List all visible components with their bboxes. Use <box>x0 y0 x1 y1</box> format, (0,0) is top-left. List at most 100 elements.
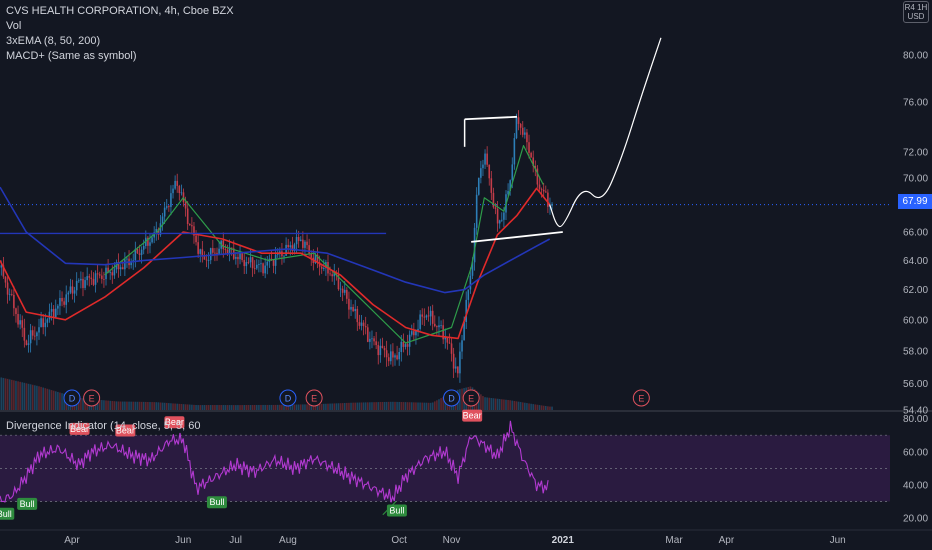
marker-circle <box>279 389 297 407</box>
volume-bar <box>381 401 384 410</box>
candle-body <box>155 228 158 233</box>
candle-body <box>507 191 509 195</box>
volume-bar <box>241 405 243 410</box>
volume-bar <box>174 403 176 410</box>
earnings-marker: E <box>83 389 101 407</box>
volume-bar <box>490 397 493 410</box>
candle-body <box>54 308 57 318</box>
candle-body <box>287 244 290 248</box>
candle-body <box>94 273 97 285</box>
volume-bar <box>220 405 222 410</box>
volume-bar <box>327 403 329 410</box>
volume-bar <box>182 404 185 410</box>
volume-bar <box>258 404 260 410</box>
volume-bar <box>339 403 342 410</box>
label-box <box>206 496 227 509</box>
candle-body <box>46 319 49 323</box>
candle-body <box>306 241 308 246</box>
candle-body <box>329 273 331 275</box>
volume-bar <box>513 400 516 410</box>
candle-body <box>450 343 453 354</box>
candle-body <box>203 255 206 260</box>
volume-bar <box>77 397 80 410</box>
candle-body <box>136 248 139 254</box>
volume-bar <box>274 404 277 410</box>
candle-body <box>4 276 7 283</box>
volume-bar <box>17 381 19 410</box>
bear-label: Bear <box>115 424 136 437</box>
candle-body <box>224 249 227 250</box>
volume-bar <box>544 406 547 410</box>
currency-label: USD <box>907 12 925 21</box>
candle-body <box>337 274 340 290</box>
candle-body <box>191 225 193 227</box>
candle-body <box>92 279 95 285</box>
volume-bar <box>419 402 421 410</box>
volume-bar <box>492 398 495 410</box>
candle-body <box>119 267 122 270</box>
volume-bar <box>172 403 174 410</box>
candle-body <box>304 241 306 248</box>
indicator-macd[interactable]: MACD+ (Same as symbol) <box>6 50 137 62</box>
rsi-legend[interactable]: Divergence Indicator (14, close, 5, 5, 6… <box>6 420 201 432</box>
candle-body <box>264 265 266 274</box>
indicator-vol[interactable]: Vol <box>6 20 22 32</box>
candle-body <box>260 263 262 265</box>
candle-body <box>197 242 199 254</box>
marker-label: E <box>311 394 317 404</box>
candle-body <box>295 236 298 245</box>
volume-bar <box>178 403 181 410</box>
volume-bar <box>272 404 275 410</box>
candle-body <box>31 330 34 336</box>
candle-body <box>461 340 463 352</box>
candle-body <box>186 208 189 224</box>
currency-badge[interactable]: R4 1H USD <box>903 1 929 23</box>
volume-bar <box>285 404 287 410</box>
bear-label: Bear <box>69 422 90 435</box>
time-tick-label: Jun <box>830 535 846 546</box>
label-text: Bear <box>116 426 135 436</box>
volume-bar <box>410 402 413 410</box>
candle-body <box>521 127 524 135</box>
candle-body <box>0 265 3 268</box>
candle-body <box>98 274 101 276</box>
candle-body <box>360 322 363 326</box>
candle-body <box>387 357 390 362</box>
volume-bar <box>276 404 279 410</box>
volume-bar <box>350 402 352 410</box>
last-price-label: 67.99 <box>898 194 932 209</box>
volume-bar <box>505 399 507 410</box>
volume-bar <box>13 380 15 410</box>
marker-circle <box>83 389 101 407</box>
volume-bar <box>52 390 55 410</box>
indicator-ema[interactable]: 3xEMA (8, 50, 200) <box>6 35 101 47</box>
volume-bar <box>507 400 509 410</box>
candle-body <box>2 265 5 277</box>
candle-body <box>184 202 187 209</box>
candle-body <box>526 132 528 143</box>
candle-body <box>538 184 541 189</box>
candle-body <box>433 323 436 327</box>
candle-body <box>258 264 260 265</box>
candle-body <box>124 259 126 270</box>
candle-body <box>111 272 114 276</box>
candle-body <box>205 259 208 261</box>
volume-bar <box>498 399 501 410</box>
volume-bar <box>228 405 231 410</box>
candle-body <box>348 298 350 310</box>
candle-body <box>21 320 24 328</box>
volume-bar <box>199 405 202 410</box>
label-text: Bull <box>0 509 12 519</box>
volume-bar <box>2 377 5 410</box>
volume-bar <box>115 401 118 410</box>
marker-label: D <box>285 394 292 404</box>
candle-body <box>44 322 47 328</box>
volume-bar <box>232 405 235 410</box>
volume-bar <box>98 399 101 410</box>
candle-body <box>440 325 442 327</box>
earnings-marker: E <box>462 389 480 407</box>
candle-body <box>50 309 53 312</box>
volume-bar <box>245 405 248 410</box>
